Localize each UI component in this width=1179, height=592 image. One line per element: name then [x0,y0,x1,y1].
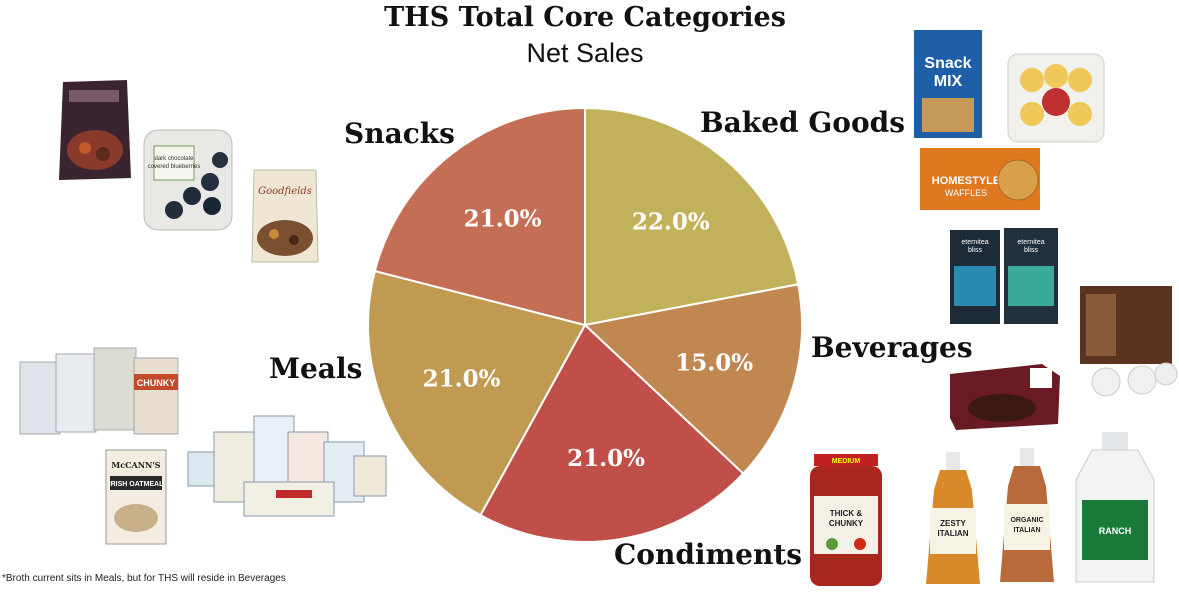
pie-slice-snacks [373,106,586,327]
coffee-pods-image [1080,286,1178,397]
organic-italian-bottle-image: ORGANIC ITALIAN [1000,448,1054,582]
homestyle-waffles-box-image: HOMESTYLE WAFFLES [920,148,1040,210]
soup-cans-image: CHUNKY [19,347,179,435]
pie-slice-condiments [479,323,745,543]
pie-value-label-condiments: 21.0% [567,445,645,472]
irish-oatmeal-box-image: McCANN'S IRISH OATMEAL [105,449,167,545]
ranch-jug-image: RANCH [1075,432,1155,583]
label-beverages: Beverages [811,331,973,364]
svg-text:eternitea: eternitea [961,239,988,246]
pie-slice-beverages [582,283,803,475]
salsa-jar-image: MEDIUM THICK & CHUNKY [810,454,882,586]
svg-text:WAFFLES: WAFFLES [945,188,987,198]
pie-value-label-meals: 21.0% [423,365,501,392]
svg-text:covered blueberries: covered blueberries [148,164,201,170]
svg-text:ITALIAN: ITALIAN [938,529,969,538]
goodfields-bag-image: Goodfields [251,169,319,263]
svg-text:THICK &: THICK & [830,509,863,518]
svg-text:CHUNKY: CHUNKY [137,378,176,388]
pie-value-label-snacks: 21.0% [464,206,542,233]
svg-text:bliss: bliss [1024,247,1039,254]
pie-value-label-baked-goods: 22.0% [632,208,710,235]
svg-text:MEDIUM: MEDIUM [832,458,861,465]
svg-text:IRISH OATMEAL: IRISH OATMEAL [109,481,164,488]
trail-mix-bag-image [59,80,131,180]
label-condiments: Condiments [614,538,803,571]
svg-text:HOMESTYLE: HOMESTYLE [932,175,1000,187]
svg-text:eternitea: eternitea [1017,239,1044,246]
pie-slice-meals [367,269,587,517]
svg-text:Goodfields: Goodfields [258,186,312,197]
svg-text:Snack: Snack [924,55,971,72]
blueberries-tub-image: dark chocolate covered blueberries [143,129,233,231]
tea-boxes-image: eternitea bliss eternitea bliss [950,228,1058,324]
svg-text:dark chocolate: dark chocolate [154,156,194,162]
snack-mix-box-image: Snack MIX [914,30,982,138]
coffee-box-image [950,364,1060,430]
svg-text:ZESTY: ZESTY [940,519,966,528]
label-meals: Meals [269,352,363,385]
chart-subtitle: Net Sales [526,38,644,68]
oatmeal-packets-image [187,415,387,517]
label-baked-goods: Baked Goods [700,106,905,139]
svg-text:RANCH: RANCH [1099,526,1132,536]
svg-text:McCANN'S: McCANN'S [111,460,160,470]
pie-value-label-beverages: 15.0% [675,350,753,377]
svg-text:ORGANIC: ORGANIC [1010,517,1043,524]
footnote: *Broth current sits in Meals, but for TH… [2,573,286,584]
svg-text:MIX: MIX [934,73,963,90]
svg-text:bliss: bliss [968,247,983,254]
chart-title: THS Total Core Categories [384,2,786,33]
svg-text:ITALIAN: ITALIAN [1013,527,1040,534]
frosted-cookies-tray-image [1007,53,1105,143]
zesty-italian-bottle-image: ZESTY ITALIAN [926,452,980,584]
label-snacks: Snacks [344,117,455,150]
svg-text:CHUNKY: CHUNKY [829,519,864,528]
pie-slice-baked-goods [584,106,800,327]
